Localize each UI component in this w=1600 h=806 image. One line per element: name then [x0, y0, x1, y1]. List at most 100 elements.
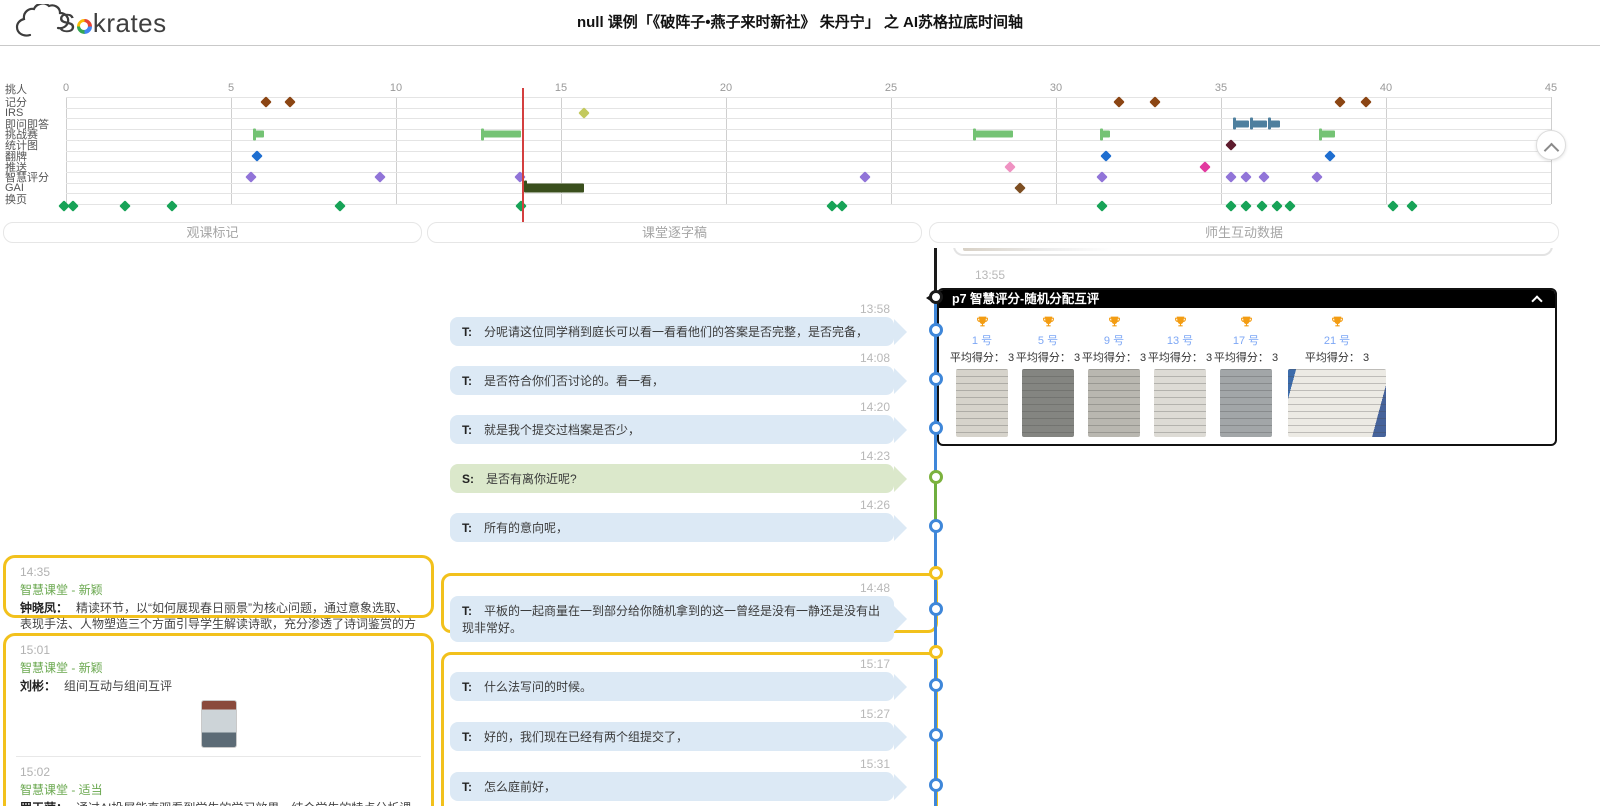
chart-marker[interactable]	[835, 199, 848, 212]
message-timestamp: 14:26	[859, 498, 890, 512]
chart-marker-bar[interactable]	[1249, 117, 1268, 130]
chart-marker[interactable]	[1004, 160, 1016, 173]
gridline-horizontal	[66, 204, 1551, 205]
timeline-dot[interactable]	[929, 778, 943, 792]
chart-marker[interactable]	[259, 96, 272, 109]
chart-marker[interactable]	[1386, 199, 1399, 212]
chart-marker[interactable]	[1096, 199, 1108, 212]
student-number: 13 号	[1166, 335, 1194, 347]
student-work-thumbnail[interactable]	[1088, 369, 1140, 437]
chart-marker[interactable]	[119, 199, 132, 212]
student-entry: 9 号平均得分： 3	[1081, 315, 1147, 437]
chart-marker[interactable]	[251, 150, 264, 162]
message-bubble[interactable]: T: 什么法写问的时候。	[450, 672, 894, 701]
chart-marker[interactable]	[245, 171, 257, 183]
message-bubble[interactable]: T: 所有的意向呢，	[450, 513, 894, 542]
student-work-thumbnail[interactable]	[1154, 369, 1206, 437]
chart-marker[interactable]	[284, 96, 297, 109]
observation-note-card[interactable]: 15:01 智慧课堂 - 新颖 刘彬： 组间互动与组间互评 15:02 智慧课堂 - 适当…	[3, 633, 434, 806]
chart-marker-bar[interactable]	[253, 128, 264, 141]
previous-interaction-card-partial[interactable]	[953, 248, 1553, 256]
chart-marker[interactable]	[1360, 96, 1372, 109]
note-timestamp: 14:35	[20, 565, 51, 579]
gridline-horizontal	[66, 193, 1551, 195]
timeline-dot-interaction[interactable]	[929, 290, 943, 304]
chart-marker[interactable]	[1099, 150, 1112, 162]
student-average-score: 平均得分： 3	[949, 352, 1015, 364]
note-photo-thumbnail[interactable]	[200, 700, 237, 748]
message-bubble[interactable]: T: 平板的一起商量在一到部分给你随机拿到的这一曾经是没有一静还是没有出现非常好。	[450, 596, 894, 642]
chart-marker-bar[interactable]	[523, 180, 585, 193]
timeline-dot[interactable]	[929, 323, 943, 337]
chart-marker-bar[interactable]	[972, 128, 1014, 141]
chart-marker[interactable]	[1113, 96, 1125, 109]
chart-marker[interactable]	[1225, 139, 1237, 151]
chart-marker[interactable]	[66, 199, 79, 212]
chart-marker[interactable]	[1198, 160, 1211, 173]
app-header: S krates null 课例「《破阵子•燕子来时新社》 朱丹宁」 之 AI苏…	[0, 0, 1600, 46]
timeline-dot[interactable]	[929, 372, 943, 386]
chart-marker[interactable]	[1324, 150, 1336, 162]
chart-marker[interactable]	[1256, 199, 1268, 212]
chart-marker[interactable]	[1284, 199, 1296, 212]
timeline-dot-highlight[interactable]	[929, 645, 943, 659]
sokrates-logo[interactable]: S krates	[14, 4, 167, 42]
chart-marker[interactable]	[165, 199, 178, 212]
playhead-line[interactable]	[522, 88, 525, 222]
speaker-prefix: S:	[462, 472, 474, 486]
collapse-chevron-icon[interactable]	[1531, 295, 1543, 307]
observation-note-card[interactable]: 14:35 智慧课堂 - 新颖 钟晓凤： 精读环节，以“如何展现春日丽景”为核心问题，…	[3, 555, 434, 647]
main-content: 14:35 智慧课堂 - 新颖 钟晓凤： 精读环节，以“如何展现春日丽景”为核心问题，…	[0, 248, 1600, 806]
timeline-dot[interactable]	[929, 728, 943, 742]
chart-row-label: 记分	[5, 97, 27, 110]
timeline-dot[interactable]	[929, 470, 943, 484]
chart-marker[interactable]	[1225, 199, 1237, 212]
message-bubble[interactable]: T: 怎么庭前好，	[450, 772, 894, 801]
x-tick-label: 30	[1049, 82, 1063, 94]
chart-marker[interactable]	[1096, 171, 1108, 183]
chart-marker[interactable]	[858, 171, 871, 183]
chart-marker[interactable]	[1149, 96, 1161, 109]
chart-marker[interactable]	[1014, 182, 1026, 194]
timeline-dot[interactable]	[929, 678, 943, 692]
chart-marker[interactable]	[373, 171, 386, 183]
chart-marker-bar[interactable]	[1267, 117, 1281, 130]
chart-marker[interactable]	[1334, 96, 1346, 109]
chart-marker[interactable]	[1225, 171, 1237, 183]
chart-marker-bar[interactable]	[1099, 128, 1111, 141]
student-entry: 1 号平均得分： 3	[949, 315, 1015, 437]
chart-marker[interactable]	[1311, 171, 1323, 183]
student-work-thumbnail[interactable]	[1022, 369, 1074, 437]
message-bubble[interactable]: T: 是否符合你们否讨论的。看一看，	[450, 366, 894, 395]
smart-scoring-panel-header[interactable]: p7 智慧评分-随机分配互评	[939, 290, 1555, 308]
scroll-top-button[interactable]	[1536, 130, 1566, 160]
chart-row-label: GAI	[5, 181, 24, 194]
chart-marker[interactable]	[1240, 171, 1252, 183]
chart-marker[interactable]	[1406, 199, 1419, 212]
chart-marker[interactable]	[578, 107, 590, 119]
chart-marker-bar[interactable]	[1233, 117, 1250, 130]
student-work-thumbnail[interactable]	[1288, 369, 1386, 437]
message-bubble[interactable]: T: 就是我个提交过档案是否少，	[450, 415, 894, 444]
student-work-thumbnail[interactable]	[1220, 369, 1272, 437]
message-bubble[interactable]: T: 好的，我们现在已经有两个组提交了，	[450, 722, 894, 751]
timeline-dot[interactable]	[929, 421, 943, 435]
timeline-dot-highlight[interactable]	[929, 566, 943, 580]
message-bubble[interactable]: S: 是否有离你近呢?	[450, 464, 894, 493]
timeline-dot[interactable]	[929, 519, 943, 533]
note-author: 刘彬：	[20, 679, 57, 693]
chart-marker[interactable]	[1271, 199, 1283, 212]
column-header-transcript: 课堂逐字稿	[427, 222, 922, 243]
chart-marker[interactable]	[334, 199, 346, 212]
timeline-line-segment	[934, 248, 937, 297]
chart-marker-bar[interactable]	[1319, 128, 1335, 141]
message-bubble[interactable]: T: 分呢请这位同学稍到庭长可以看一看看他们的答案是否完整，是否完备，	[450, 317, 894, 346]
student-work-thumbnail[interactable]	[956, 369, 1008, 437]
note-category-label: 智慧课堂 - 新颖	[20, 661, 103, 675]
chart-marker[interactable]	[1258, 171, 1270, 183]
transcript-message: 15:17 T: 什么法写问的时候。	[450, 657, 906, 701]
chart-marker-bar[interactable]	[480, 128, 522, 141]
trophy-icon	[1147, 315, 1213, 331]
chart-marker[interactable]	[1240, 199, 1252, 212]
timeline-dot[interactable]	[929, 602, 943, 616]
